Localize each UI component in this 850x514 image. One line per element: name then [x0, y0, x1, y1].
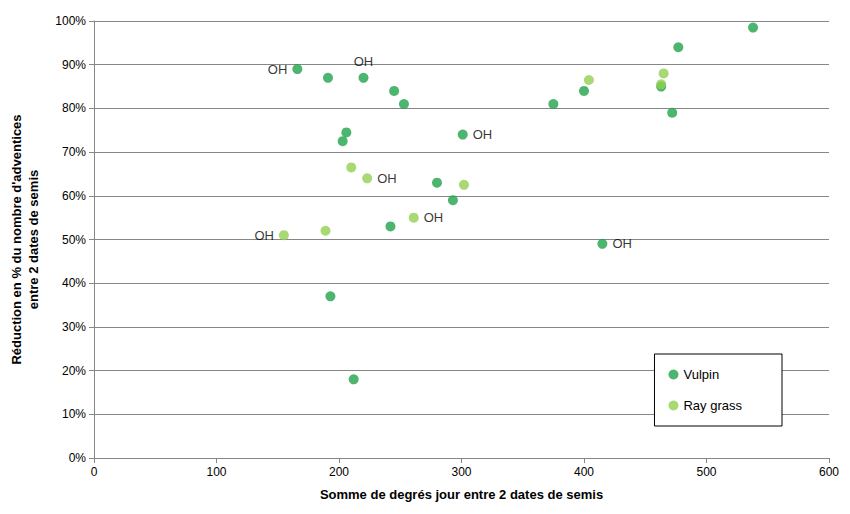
svg-text:OH: OH — [377, 171, 397, 186]
svg-text:60%: 60% — [62, 189, 86, 203]
svg-text:20%: 20% — [62, 364, 86, 378]
svg-text:OH: OH — [254, 228, 274, 243]
svg-text:40%: 40% — [62, 276, 86, 290]
svg-text:Vulpin: Vulpin — [683, 367, 719, 382]
svg-text:Réduction en % du nombre d'adv: Réduction en % du nombre d'adventices — [9, 114, 24, 364]
svg-text:10%: 10% — [62, 407, 86, 421]
svg-text:0: 0 — [91, 465, 98, 479]
svg-text:200: 200 — [329, 465, 349, 479]
svg-text:100%: 100% — [55, 14, 86, 28]
svg-text:OH: OH — [268, 62, 288, 77]
svg-text:90%: 90% — [62, 58, 86, 72]
svg-text:600: 600 — [819, 465, 839, 479]
svg-text:500: 500 — [696, 465, 716, 479]
svg-text:Ray grass: Ray grass — [683, 398, 742, 413]
svg-text:50%: 50% — [62, 233, 86, 247]
svg-text:70%: 70% — [62, 145, 86, 159]
svg-text:300: 300 — [451, 465, 471, 479]
svg-text:entre 2 dates de semis: entre 2 dates de semis — [26, 170, 41, 309]
svg-text:80%: 80% — [62, 101, 86, 115]
svg-text:0%: 0% — [69, 451, 87, 465]
svg-text:OH: OH — [612, 236, 632, 251]
svg-text:400: 400 — [574, 465, 594, 479]
svg-text:100: 100 — [206, 465, 226, 479]
svg-text:OH: OH — [354, 54, 374, 69]
svg-text:30%: 30% — [62, 320, 86, 334]
svg-text:Somme de degrés jour entre 2 d: Somme de degrés jour entre 2 dates de se… — [320, 487, 603, 502]
svg-text:OH: OH — [424, 210, 444, 225]
svg-text:OH: OH — [473, 127, 493, 142]
